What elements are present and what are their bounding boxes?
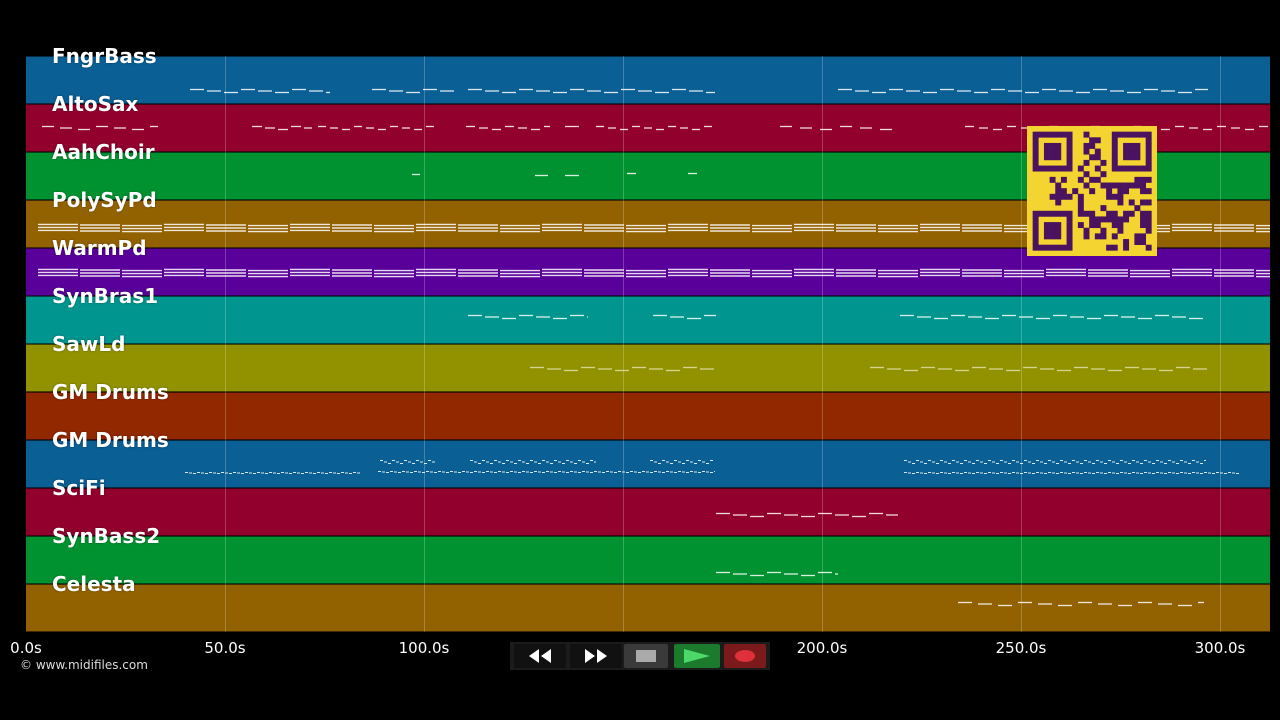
track-label: WarmPd (52, 236, 147, 260)
rewind-button[interactable] (514, 644, 566, 668)
track-label: SawLd (52, 332, 126, 356)
play-icon (684, 649, 710, 663)
track-label: AahChoir (52, 140, 155, 164)
fast-forward-icon (585, 649, 607, 663)
qr-code-pattern (1032, 131, 1152, 251)
track-label: AltoSax (52, 92, 139, 116)
record-button[interactable] (724, 644, 766, 668)
track-label: SynBass2 (52, 524, 161, 548)
rewind-icon (529, 649, 551, 663)
play-button[interactable] (674, 644, 720, 668)
track-label: SciFi (52, 476, 106, 500)
gridline (1220, 56, 1221, 632)
fast-forward-button[interactable] (570, 644, 622, 668)
track-label: SynBras1 (52, 284, 159, 308)
track-lane (26, 440, 1270, 488)
qr-code (1027, 126, 1157, 256)
track-lane (26, 392, 1270, 440)
track-label: GM Drums (52, 380, 169, 404)
track-lane (26, 248, 1270, 296)
track-label: FngrBass (52, 44, 157, 68)
stop-button[interactable] (624, 644, 668, 668)
gridline (225, 56, 226, 632)
time-tick-label: 200.0s (796, 639, 848, 657)
copyright-text: © www.midifiles.com (20, 658, 148, 672)
track-lane (26, 584, 1270, 632)
track-label: GM Drums (52, 428, 169, 452)
track-lane (26, 56, 1270, 104)
transport-controls (510, 642, 770, 670)
track-lane (26, 536, 1270, 584)
time-tick-label: 250.0s (995, 639, 1047, 657)
track-lane (26, 488, 1270, 536)
track-label: PolySyPd (52, 188, 157, 212)
gridline (424, 56, 425, 632)
gridline (623, 56, 624, 632)
time-tick-label: 0.0s (10, 639, 42, 657)
time-tick-label: 100.0s (398, 639, 450, 657)
gridline (1021, 56, 1022, 632)
record-icon (735, 650, 755, 662)
track-lane (26, 344, 1270, 392)
stop-icon (636, 650, 656, 662)
track-label: Celesta (52, 572, 136, 596)
track-lane (26, 296, 1270, 344)
time-tick-label: 300.0s (1194, 639, 1246, 657)
time-tick-label: 50.0s (204, 639, 246, 657)
gridline (822, 56, 823, 632)
